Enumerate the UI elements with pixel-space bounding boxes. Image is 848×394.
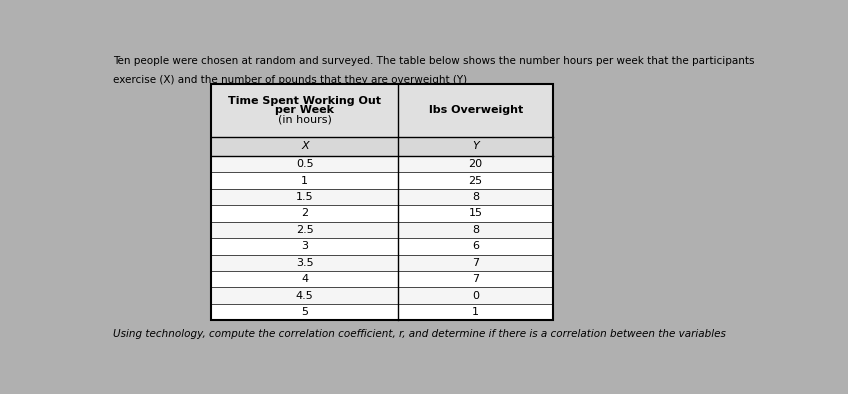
Text: Using technology, compute the correlation coefficient, r, and determine if there: Using technology, compute the correlatio…	[113, 329, 725, 338]
Text: 4: 4	[301, 274, 309, 284]
Bar	[211, 84, 553, 320]
Text: 0: 0	[472, 291, 479, 301]
Text: 3.5: 3.5	[296, 258, 314, 268]
Bar	[211, 304, 553, 320]
Bar	[211, 172, 553, 189]
Text: Y: Y	[472, 141, 479, 151]
Text: exercise (X) and the number of pounds that they are overweight (Y): exercise (X) and the number of pounds th…	[113, 74, 466, 85]
Text: 4.5: 4.5	[296, 291, 314, 301]
Bar	[211, 156, 553, 172]
Text: 1: 1	[472, 307, 479, 317]
Bar	[211, 288, 553, 304]
Text: 7: 7	[472, 274, 479, 284]
Text: X: X	[301, 141, 309, 151]
Bar	[211, 137, 553, 156]
Text: lbs Overweight: lbs Overweight	[428, 105, 523, 115]
Text: 2: 2	[301, 208, 309, 218]
Text: 7: 7	[472, 258, 479, 268]
Text: 6: 6	[472, 242, 479, 251]
Bar	[211, 271, 553, 288]
Text: 20: 20	[469, 159, 483, 169]
Bar	[211, 205, 553, 222]
Bar	[211, 84, 553, 137]
Text: 25: 25	[469, 176, 483, 186]
Text: 15: 15	[469, 208, 483, 218]
Bar	[211, 222, 553, 238]
Bar	[211, 238, 553, 255]
Text: per Week: per Week	[276, 105, 334, 115]
Bar	[211, 255, 553, 271]
Text: 2.5: 2.5	[296, 225, 314, 235]
Text: 1: 1	[301, 176, 309, 186]
Text: 5: 5	[301, 307, 309, 317]
Bar	[211, 84, 553, 320]
Text: 8: 8	[472, 225, 479, 235]
Text: 1.5: 1.5	[296, 192, 314, 202]
Text: (in hours): (in hours)	[278, 114, 332, 125]
Text: 0.5: 0.5	[296, 159, 314, 169]
Text: Time Spent Working Out: Time Spent Working Out	[228, 96, 382, 106]
Bar	[211, 189, 553, 205]
Text: 8: 8	[472, 192, 479, 202]
Text: Ten people were chosen at random and surveyed. The table below shows the number : Ten people were chosen at random and sur…	[113, 56, 754, 66]
Text: 3: 3	[301, 242, 309, 251]
